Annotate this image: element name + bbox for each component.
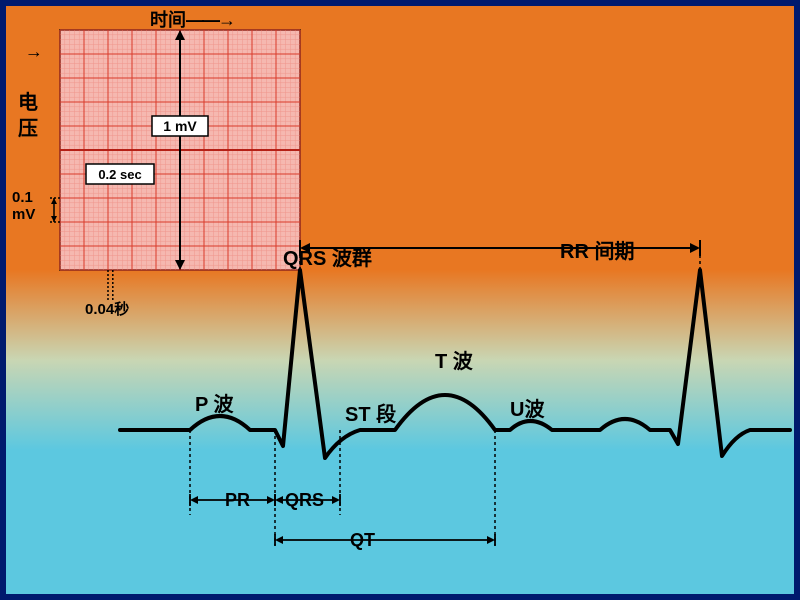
axis-left-arrow: ↑ [24, 50, 45, 59]
tick-voltage-label: 0.1mV [12, 190, 35, 223]
pr-label: PR [225, 490, 250, 511]
axis-left-label: 电 压 [18, 90, 38, 142]
rr-interval-label: RR 间期 [560, 235, 634, 264]
p-wave-label: P 波 [195, 388, 234, 417]
ecg-diagram: 1 mV0.2 sec 时间——→ ↑ 电 压 0.1mV 0.04秒 P 波 … [0, 0, 800, 600]
t-wave-label: T 波 [435, 345, 473, 374]
svg-text:1 mV: 1 mV [163, 118, 197, 134]
qrs-complex-label: QRS 波群 [283, 242, 372, 271]
qrs-label: QRS [285, 490, 324, 511]
svg-text:0.2 sec: 0.2 sec [98, 167, 141, 182]
qt-label: QT [350, 530, 375, 551]
u-wave-label: U波 [510, 393, 544, 422]
st-segment-label: ST 段 [345, 398, 396, 427]
axis-top-label: 时间——→ [150, 6, 234, 32]
tick-time-label: 0.04秒 [85, 298, 129, 319]
